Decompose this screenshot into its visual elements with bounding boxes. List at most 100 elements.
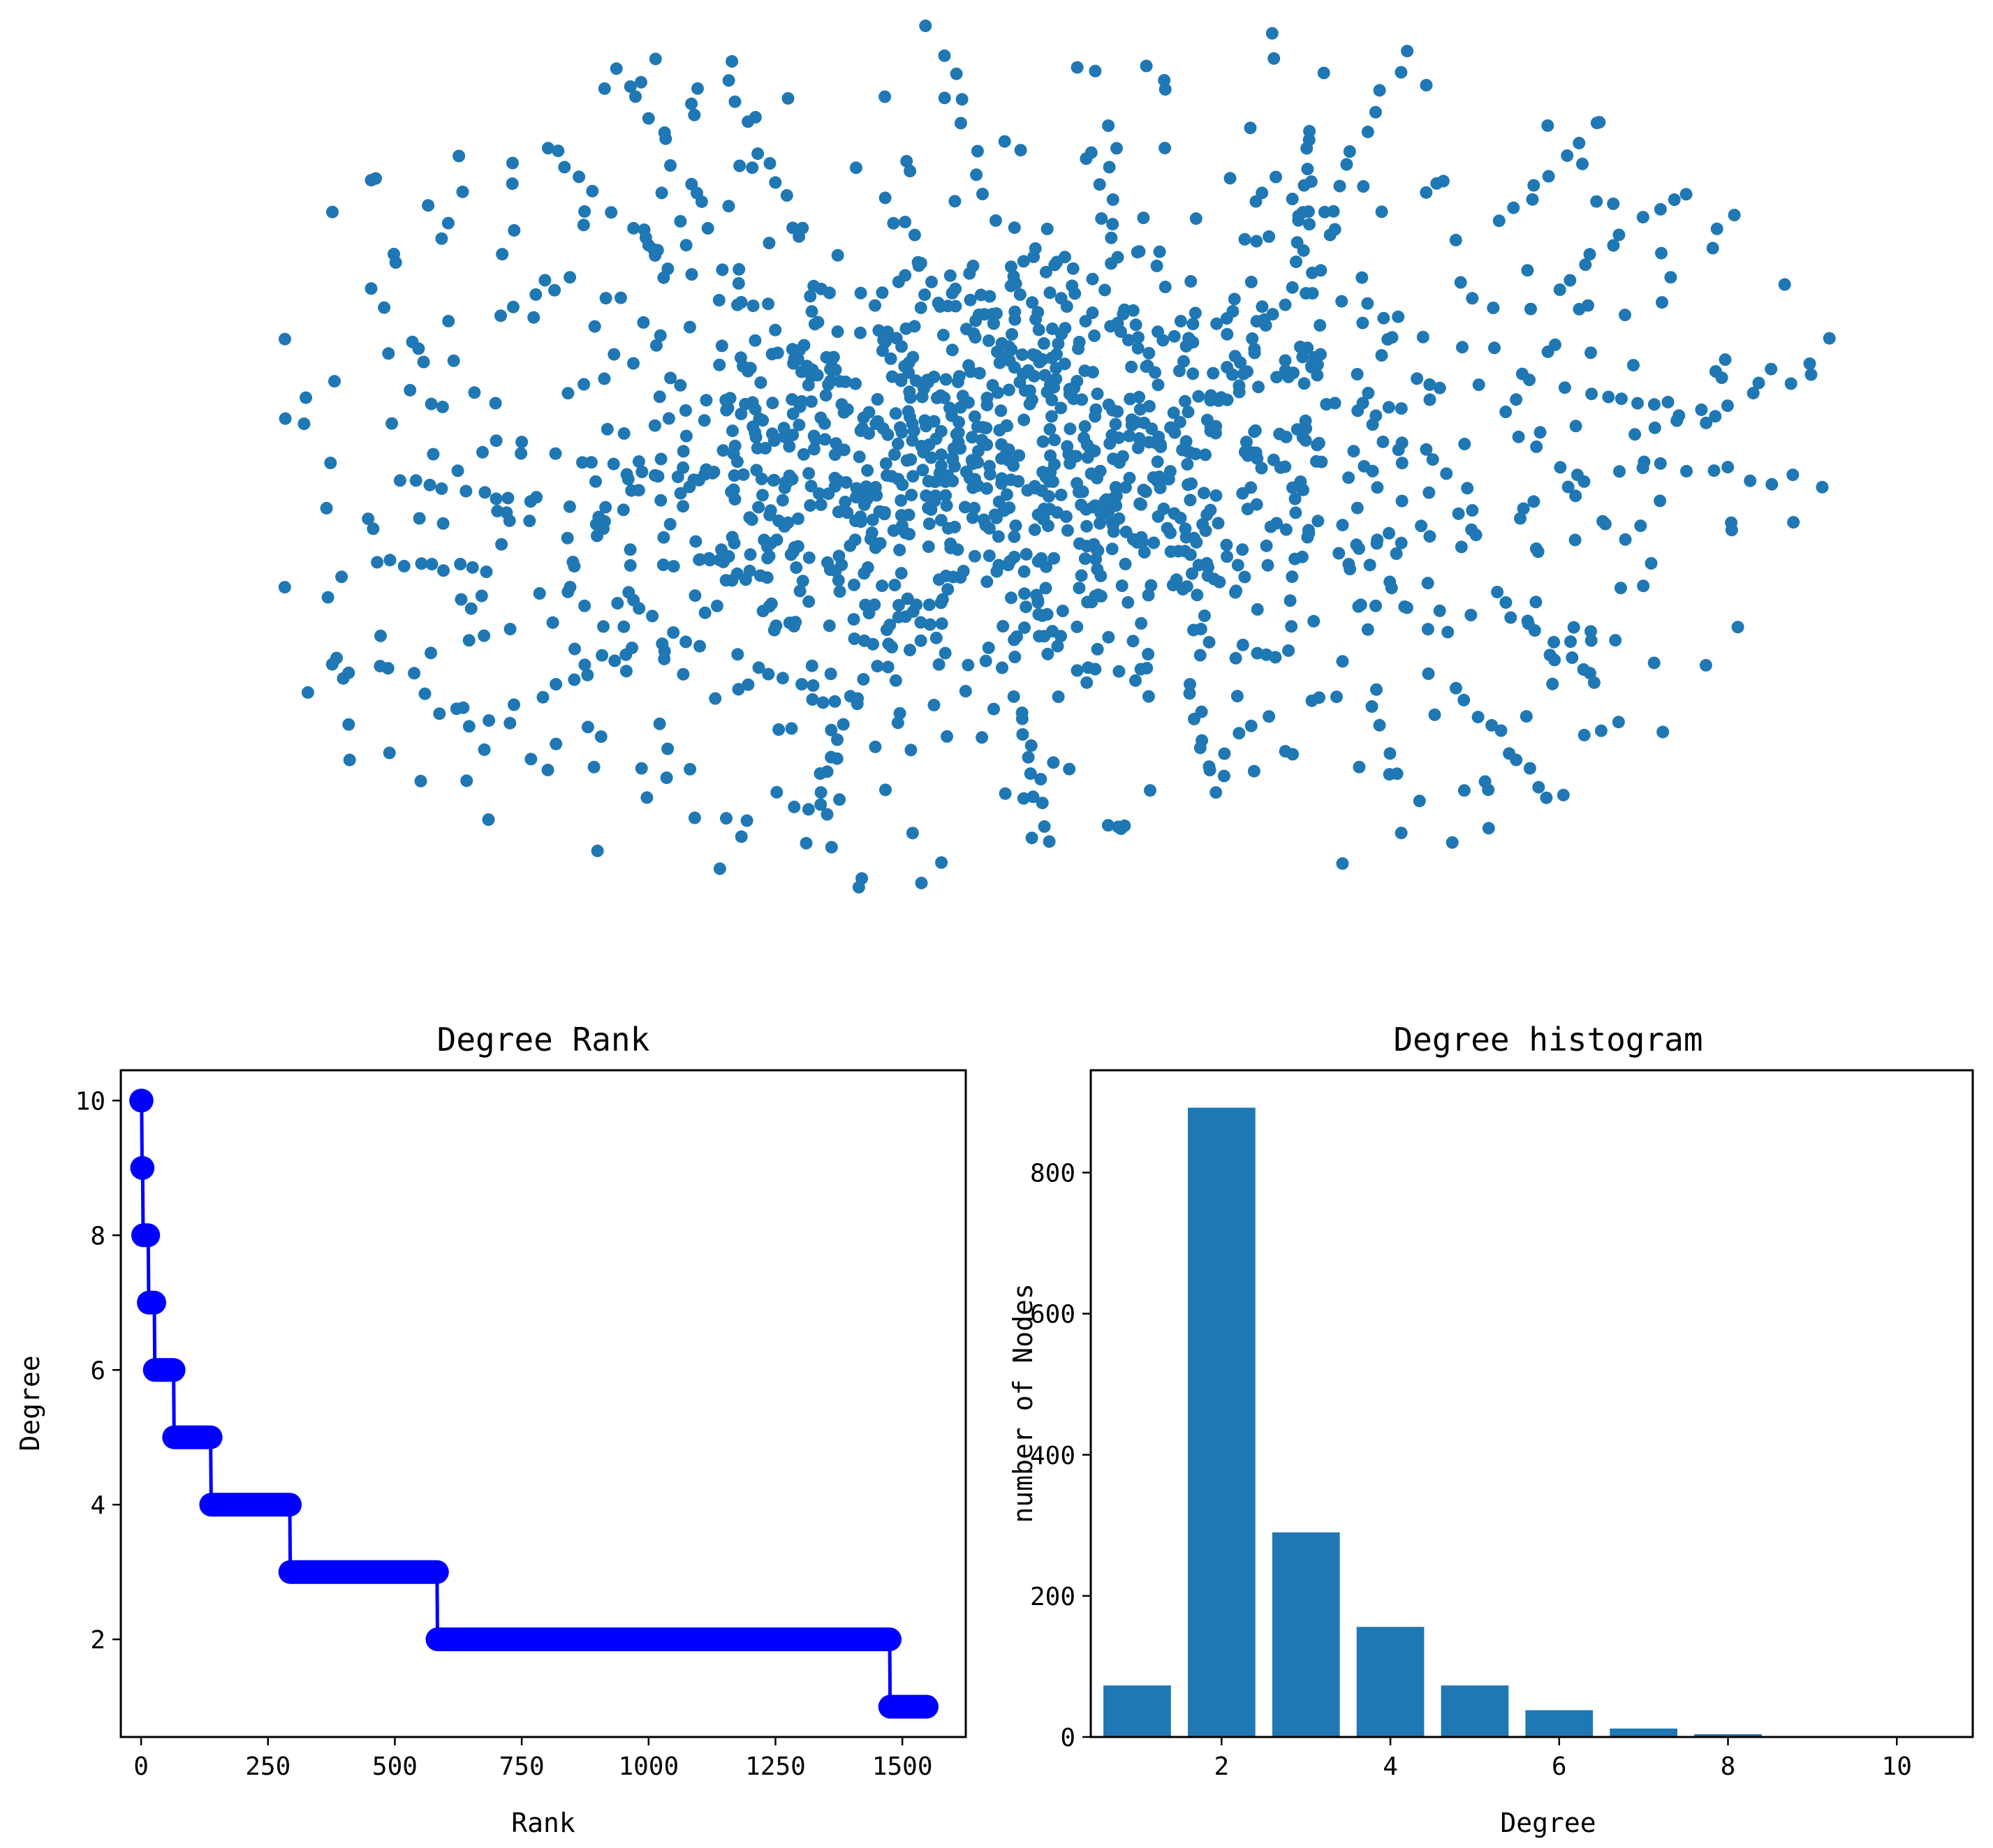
network-node: [617, 620, 631, 633]
network-node: [576, 456, 589, 469]
network-node: [1294, 340, 1307, 353]
x-tick-label: 250: [245, 1752, 291, 1781]
network-node: [624, 543, 637, 556]
network-node: [1569, 489, 1582, 503]
network-node: [300, 391, 312, 404]
network-node: [1236, 638, 1249, 651]
network-node: [685, 177, 698, 191]
network-node: [611, 597, 624, 609]
network-node: [734, 351, 747, 364]
network-node: [735, 830, 748, 843]
network-node: [679, 635, 693, 649]
network-node: [608, 654, 622, 667]
network-node: [1420, 79, 1433, 91]
y-tick-label: 600: [1030, 1301, 1075, 1329]
network-node: [883, 619, 897, 632]
network-node: [980, 422, 993, 435]
network-node: [679, 239, 693, 252]
network-node: [1512, 430, 1525, 443]
network-node: [857, 411, 870, 424]
network-node: [1614, 582, 1627, 595]
network-node: [601, 422, 614, 436]
network-node: [1290, 423, 1304, 436]
network-node: [793, 230, 806, 243]
network-node: [1152, 430, 1165, 443]
network-node: [1499, 596, 1513, 609]
network-node: [999, 787, 1012, 800]
network-node: [1311, 438, 1324, 452]
network-node: [1248, 425, 1261, 438]
network-node: [515, 447, 528, 460]
network-node: [1373, 718, 1386, 732]
network-node: [1037, 337, 1050, 350]
network-node: [995, 452, 1008, 465]
network-node: [1440, 467, 1453, 480]
network-node: [454, 558, 467, 570]
network-node: [1040, 560, 1053, 573]
network-node: [324, 457, 337, 470]
network-node: [408, 667, 421, 680]
network-node: [797, 339, 811, 352]
network-node: [888, 579, 902, 591]
network-node: [855, 872, 869, 885]
network-node: [1014, 144, 1027, 157]
network-node: [732, 683, 745, 696]
histogram-bar: [1610, 1728, 1677, 1737]
network-node: [1273, 427, 1286, 441]
network-node: [767, 473, 781, 487]
network-node: [914, 616, 927, 629]
network-node: [917, 445, 930, 459]
network-node: [756, 489, 769, 502]
network-node: [685, 268, 698, 281]
network-node: [693, 640, 706, 653]
network-node: [888, 448, 901, 461]
network-node: [321, 591, 334, 604]
network-node: [1353, 760, 1366, 774]
network-node: [1527, 495, 1540, 508]
network-node: [1661, 395, 1675, 408]
network-node: [1765, 478, 1779, 491]
network-node: [619, 665, 633, 678]
network-node: [1301, 163, 1314, 176]
network-node: [1655, 246, 1668, 260]
network-node: [882, 637, 895, 651]
network-node: [1656, 725, 1670, 739]
network-node: [1164, 545, 1177, 559]
network-node: [1583, 667, 1596, 680]
network-node: [698, 414, 711, 427]
network-node: [832, 549, 846, 563]
network-node: [767, 434, 781, 448]
network-node: [1026, 296, 1039, 309]
network-node: [1230, 690, 1244, 703]
network-node: [597, 620, 610, 633]
network-node: [1390, 767, 1404, 781]
histogram-bar: [1694, 1734, 1762, 1737]
network-node: [878, 191, 892, 205]
network-node: [1119, 481, 1132, 494]
network-node: [1231, 559, 1244, 572]
network-node: [1091, 642, 1104, 656]
network-node: [406, 335, 419, 348]
network-node: [1177, 355, 1190, 368]
network-node: [1263, 710, 1276, 723]
network-node: [1300, 142, 1314, 155]
network-node: [816, 696, 830, 709]
network-node: [910, 598, 923, 612]
network-node: [1557, 788, 1570, 801]
network-node: [908, 228, 921, 242]
network-node: [679, 404, 692, 417]
network-node: [844, 690, 857, 703]
network-node: [1045, 322, 1059, 335]
network-node: [1151, 475, 1164, 488]
network-node: [1546, 677, 1559, 690]
y-tick-label: 6: [90, 1357, 105, 1385]
network-node: [1613, 465, 1626, 478]
network-node: [970, 168, 983, 182]
network-node: [821, 808, 834, 821]
network-node: [1765, 362, 1778, 376]
network-node: [1323, 228, 1337, 242]
network-node: [297, 417, 311, 430]
network-node: [871, 393, 884, 406]
network-node: [1456, 341, 1469, 354]
network-node: [934, 514, 948, 527]
